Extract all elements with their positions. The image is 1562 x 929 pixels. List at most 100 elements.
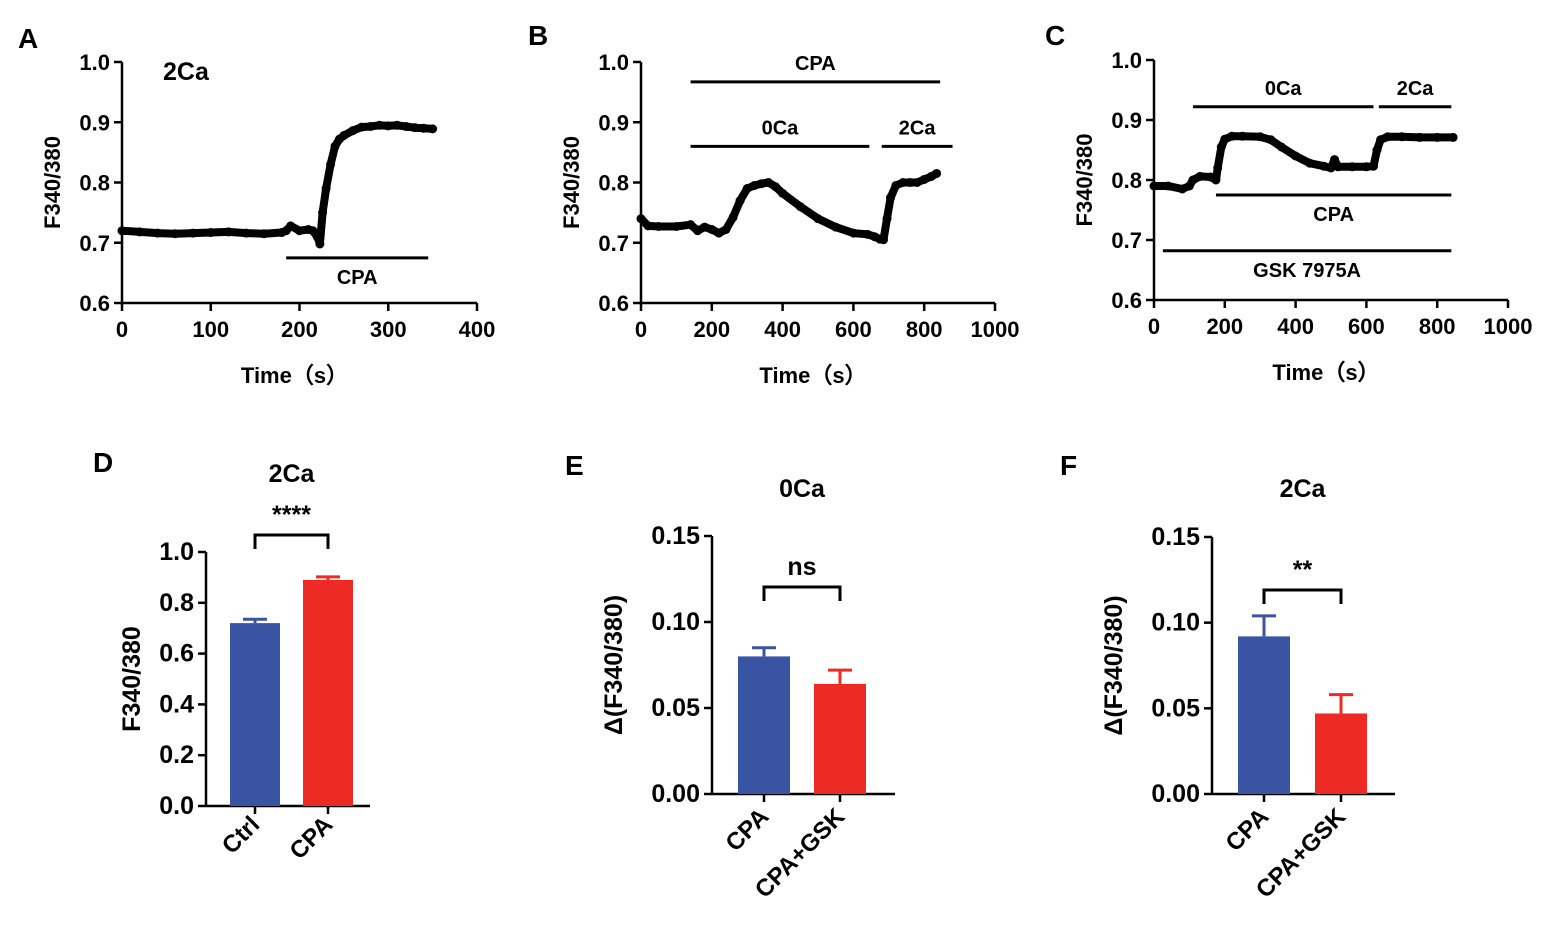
trace-point (1149, 181, 1159, 191)
trace-point (1432, 132, 1442, 142)
trace-point (714, 228, 724, 238)
trace-point (831, 222, 841, 232)
trace-point (374, 120, 384, 130)
panel-letter-d: D (93, 447, 113, 478)
trace-point (428, 124, 438, 134)
y-tick-label: 0.8 (159, 589, 194, 617)
y-axis-label: F340/380 (118, 626, 146, 732)
y-tick-label: 1.0 (79, 50, 110, 75)
significance-label: ** (1293, 556, 1313, 584)
x-tick-label: 200 (281, 317, 318, 342)
trace-point (357, 122, 367, 132)
trace-point (1376, 135, 1386, 145)
category-label: CPA (1221, 803, 1275, 857)
bar-cpa-gsk (814, 683, 866, 794)
panel-c: 0.6 0.7 0.8 0.9 1.0 F340/380 0 200 400 600 800 1000… (1072, 48, 1532, 385)
trace-point (919, 174, 929, 184)
treatment-label: CPA (1313, 204, 1354, 226)
trace-point (321, 184, 331, 194)
x-tick-label: 200 (1206, 314, 1243, 339)
trace-point (295, 226, 304, 236)
x-tick-label: 0 (635, 317, 647, 342)
significance-label: **** (272, 501, 311, 529)
trace-point (756, 179, 766, 189)
treatment-label: CPA (795, 53, 836, 75)
trace-point (882, 214, 892, 224)
trace-point (1368, 161, 1378, 171)
trace-point (700, 222, 710, 232)
y-tick-label: 0.7 (79, 231, 110, 256)
y-tick-label: 0.00 (1151, 780, 1200, 808)
trace-line (118, 121, 437, 248)
treatment-label: 0Ca (762, 117, 800, 139)
trace-point (312, 232, 322, 242)
trace-point (1255, 132, 1265, 142)
y-tick-label: 1.0 (1111, 48, 1142, 73)
y-tick-label: 0.15 (1151, 523, 1200, 551)
trace-point (654, 221, 664, 231)
x-tick-label: 800 (906, 317, 943, 342)
chart-title: 2Ca (1280, 475, 1327, 503)
trace-point (1276, 142, 1286, 152)
x-tick-label: 1000 (971, 317, 1020, 342)
bar-cpa (1238, 636, 1290, 794)
y-axis-label: F340/380 (1072, 134, 1097, 227)
x-tick-label: 400 (764, 317, 801, 342)
x-tick-label: 100 (192, 317, 229, 342)
category-label: CPA (721, 803, 775, 857)
panel-letter-c: C (1045, 20, 1065, 51)
y-tick-label: 0.6 (159, 640, 194, 668)
y-tick-label: 0.8 (79, 171, 110, 196)
y-tick-label: 0.0 (159, 792, 194, 820)
y-tick-label: 0.8 (1111, 168, 1142, 193)
bar-ctrl (230, 623, 280, 806)
condition-annotation: 2Ca (163, 58, 210, 86)
x-tick-label: 600 (1348, 314, 1385, 339)
trace-point (636, 214, 646, 224)
trace-point (170, 229, 180, 239)
trace-point (886, 193, 896, 203)
trace-point (1238, 131, 1247, 141)
trace-point (241, 228, 251, 238)
bar-cpa-gsk (1315, 713, 1367, 794)
trace-point (401, 121, 411, 131)
trace-point (728, 212, 738, 222)
trace-point (1319, 161, 1329, 171)
y-tick-label: 0.9 (79, 110, 110, 135)
trace-point (778, 188, 788, 198)
y-tick-label: 1.0 (598, 50, 629, 75)
trace-point (383, 121, 393, 131)
trace-point (1266, 135, 1276, 145)
trace-point (392, 120, 402, 130)
chart-title: 2Ca (269, 460, 316, 488)
treatment-label: 0Ca (1265, 78, 1303, 100)
trace-point (749, 181, 759, 191)
trace-point (1305, 158, 1315, 168)
trace-point (224, 227, 233, 237)
trace-point (1291, 151, 1301, 161)
y-tick-label: 0.9 (1111, 108, 1142, 133)
trace-point (763, 178, 773, 187)
y-tick-label: 0.15 (651, 522, 700, 550)
trace-point (117, 226, 127, 236)
trace-point (671, 221, 681, 231)
y-tick-label: 0.05 (651, 694, 700, 722)
trace-point (366, 121, 375, 131)
treatment-label: GSK 7975A (1253, 260, 1361, 282)
trace-point (330, 141, 340, 151)
significance-bracket (253, 533, 330, 549)
y-tick-label: 0.7 (598, 231, 629, 256)
trace-point (153, 228, 162, 238)
panel-letter-e: E (565, 450, 584, 481)
panel-f: 0.000.050.100.15Δ(F340/380)CPACPA+GSK**2… (1100, 475, 1395, 904)
x-tick-label: 800 (1419, 314, 1456, 339)
trace-point (848, 228, 858, 238)
trace-point (1448, 132, 1458, 142)
trace-point (188, 228, 198, 238)
trace-point (410, 123, 420, 133)
chart-root: 0.6 0.7 0.8 0.9 1.0 F340/380 0 100 200 300 400 Time… (40, 48, 1532, 904)
panel-e: 0.000.050.100.15Δ(F340/380)CPACPA+GSKns0… (600, 475, 895, 904)
treatment-label: CPA (337, 267, 378, 289)
trace-point (863, 229, 873, 239)
trace-point (1216, 142, 1226, 152)
